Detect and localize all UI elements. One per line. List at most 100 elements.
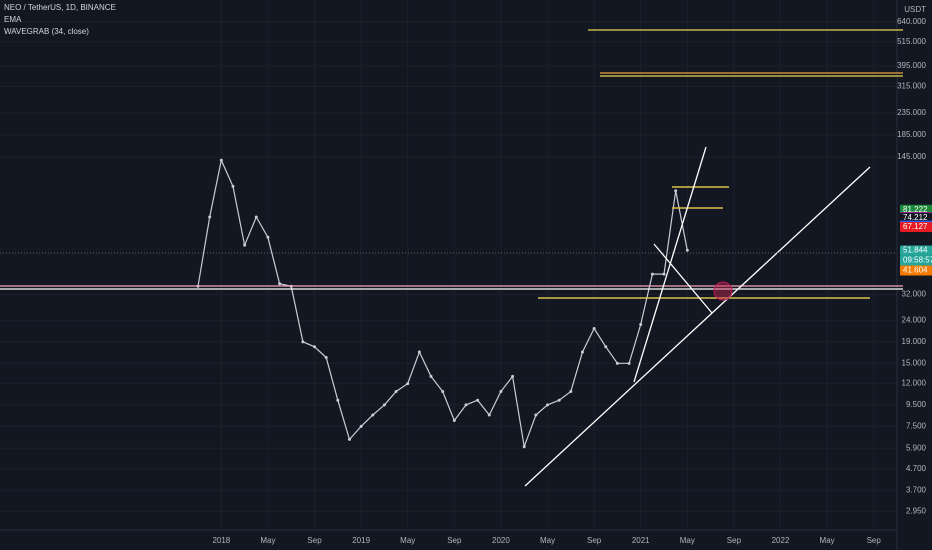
price-badge-label: 51.844 <box>903 246 928 255</box>
price-point <box>301 340 305 344</box>
price-badge <box>900 212 932 223</box>
y-tick-label: 15.000 <box>902 358 927 367</box>
y-tick-label: 7.500 <box>906 421 927 430</box>
countdown-badge <box>900 255 932 266</box>
price-point <box>546 403 550 407</box>
price-point <box>464 403 468 407</box>
y-tick-label: 24.000 <box>902 316 927 325</box>
price-badge <box>900 222 932 233</box>
indicator-label: WAVEGRAB (34, close) <box>4 27 89 36</box>
y-tick-label: 5.900 <box>906 443 927 452</box>
y-tick-label: 395.000 <box>897 61 926 70</box>
y-tick-label: 9.500 <box>906 400 927 409</box>
price-badge-label: 41.604 <box>903 266 928 275</box>
price-point <box>511 374 515 378</box>
y-tick-label: 3.700 <box>906 486 927 495</box>
y-tick-label: 32.000 <box>902 290 927 299</box>
countdown-label: 09:58:57 <box>903 256 932 265</box>
price-point <box>569 390 573 394</box>
x-tick-label: Sep <box>727 536 742 545</box>
price-point <box>219 158 223 162</box>
price-point <box>254 215 258 219</box>
price-point <box>313 345 317 349</box>
price-point <box>406 382 410 386</box>
price-badge-label: 74.212 <box>903 213 928 222</box>
x-tick-label: Sep <box>307 536 322 545</box>
price-point <box>452 419 456 423</box>
x-tick-label: 2022 <box>772 536 790 545</box>
y-tick-label: 4.700 <box>906 464 927 473</box>
x-tick-label: May <box>540 536 555 545</box>
price-badge <box>900 245 932 256</box>
x-tick-label: May <box>820 536 835 545</box>
price-point <box>324 355 328 359</box>
price-point <box>685 248 689 252</box>
indicator-label: EMA <box>4 15 22 24</box>
price-point <box>639 322 643 326</box>
price-point <box>208 215 212 219</box>
price-point <box>278 282 282 286</box>
price-point <box>476 398 480 402</box>
x-tick-label: 2018 <box>212 536 230 545</box>
currency-label: USDT <box>904 5 926 14</box>
price-point <box>604 345 608 349</box>
price-point <box>347 437 351 441</box>
x-tick-label: 2020 <box>492 536 510 545</box>
price-point <box>580 350 584 354</box>
x-tick-label: May <box>680 536 695 545</box>
axis-labels: 640.000 515.000 395.000 315.000 235.000 185.0… <box>212 17 926 545</box>
trend-line <box>524 166 871 487</box>
price-point <box>534 413 538 417</box>
header: NEO / TetherUS, 1D, BINANCE EMA WAVEGRAB… <box>4 3 926 36</box>
price-point <box>429 374 433 378</box>
price-point <box>662 272 666 276</box>
price-point <box>592 327 596 331</box>
price-point <box>499 390 503 394</box>
x-tick-label: May <box>260 536 275 545</box>
plot <box>196 158 689 450</box>
price-badge-label: 67.127 <box>903 222 928 231</box>
price-point <box>417 350 421 354</box>
price-point <box>371 413 375 417</box>
price-point <box>615 361 619 365</box>
y-tick-label: 315.000 <box>897 82 926 91</box>
y-tick-label: 145.000 <box>897 152 926 161</box>
price-point <box>382 403 386 407</box>
x-tick-label: May <box>400 536 415 545</box>
price-point <box>394 390 398 394</box>
x-tick-label: Sep <box>867 536 882 545</box>
y-tick-label: 515.000 <box>897 37 926 46</box>
price-point <box>336 398 340 402</box>
drawings <box>0 29 903 487</box>
price-point <box>674 189 678 193</box>
x-tick-label: 2019 <box>352 536 370 545</box>
trend-line <box>633 146 707 383</box>
price-point <box>231 184 235 188</box>
price-point <box>522 445 526 449</box>
y-tick-label: 185.000 <box>897 130 926 139</box>
price-badge <box>900 204 932 215</box>
marker-circle <box>713 281 733 301</box>
price-point <box>487 413 491 417</box>
x-tick-label: Sep <box>447 536 462 545</box>
price-badge-label: 81.222 <box>903 205 928 214</box>
x-tick-label: Sep <box>587 536 602 545</box>
y-tick-label: 12.000 <box>902 379 927 388</box>
price-point <box>627 361 631 365</box>
price-point <box>557 398 561 402</box>
price-point <box>441 390 445 394</box>
y-tick-label: 19.000 <box>902 337 927 346</box>
price-badge <box>900 265 932 276</box>
trend-line <box>653 243 713 314</box>
y-tick-label: 2.950 <box>906 506 927 515</box>
price-point <box>266 235 270 239</box>
y-tick-label: 640.000 <box>897 17 926 26</box>
x-tick-label: 2021 <box>632 536 650 545</box>
price-badges: 81.22274.77474.21268.15867.12751.84409:5… <box>900 204 932 276</box>
price-point <box>359 424 363 428</box>
price-point <box>243 243 247 247</box>
symbol-title: NEO / TetherUS, 1D, BINANCE <box>4 3 116 12</box>
y-tick-label: 235.000 <box>897 108 926 117</box>
